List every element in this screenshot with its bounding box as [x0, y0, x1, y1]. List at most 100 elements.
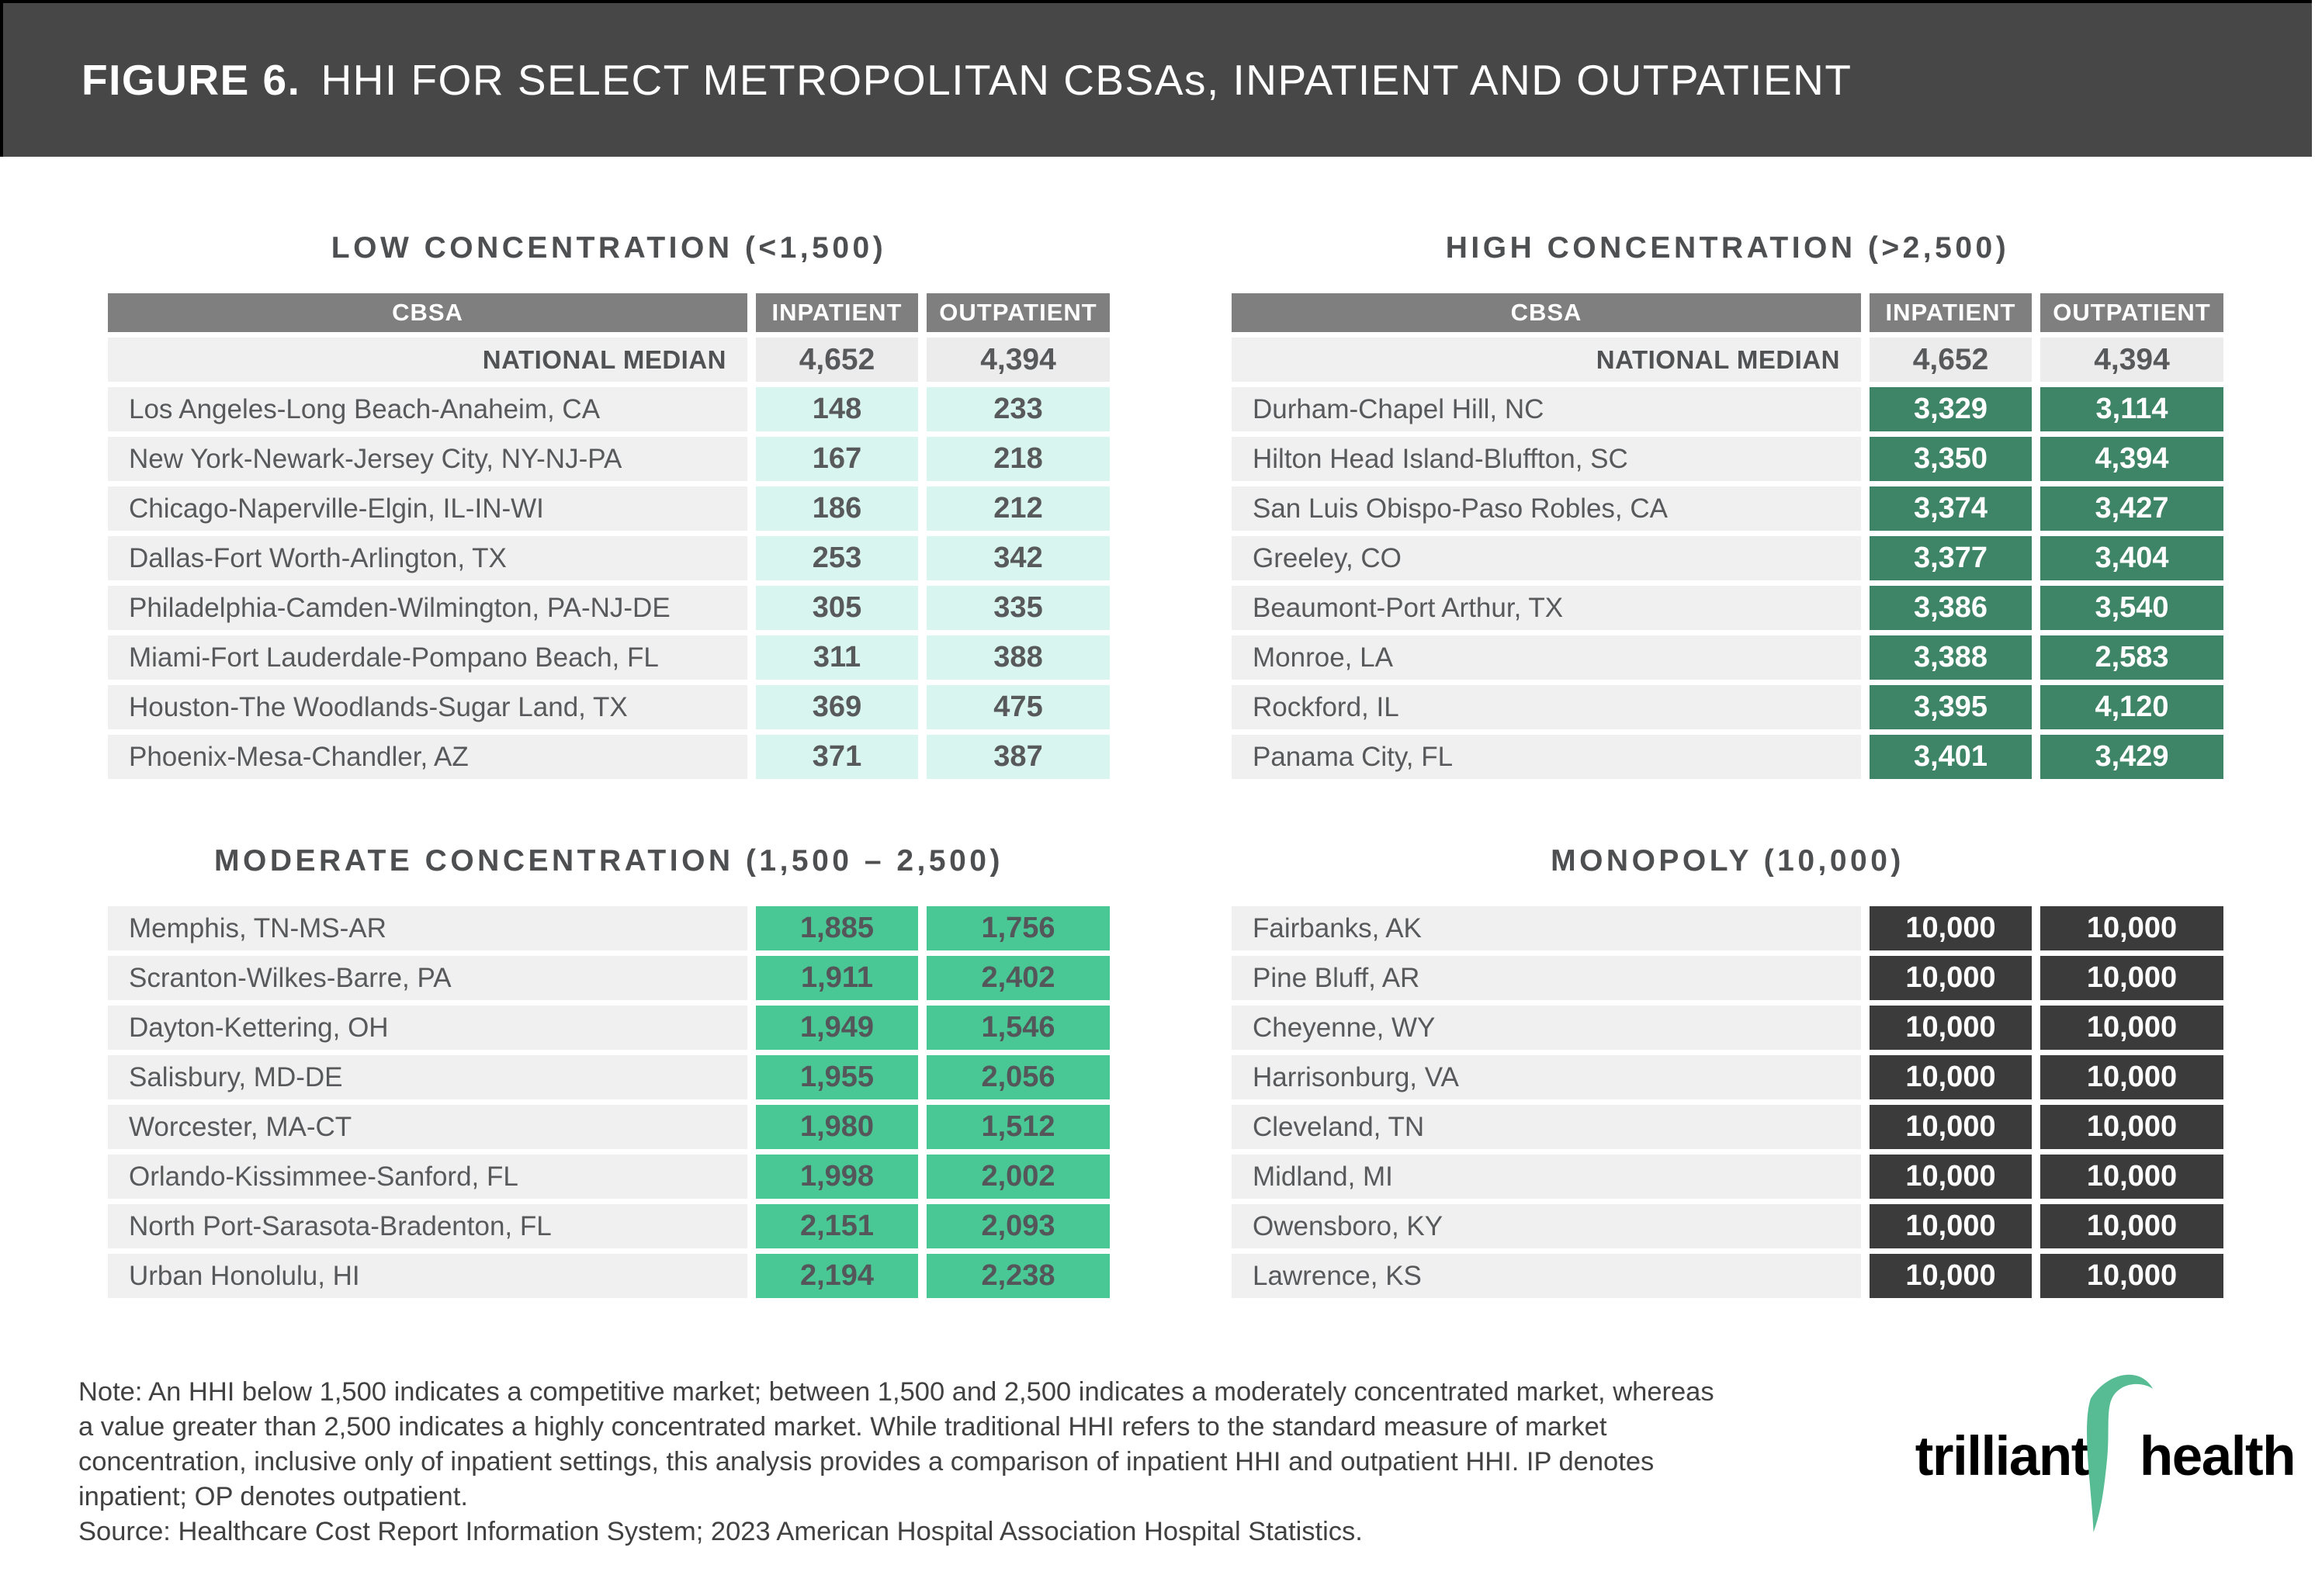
cbsa-cell: Cleveland, TN [1232, 1105, 1861, 1149]
section-title-high: HIGH CONCENTRATION (>2,500) [1445, 231, 2010, 265]
cbsa-cell: Hilton Head Island-Bluffton, SC [1232, 437, 1861, 481]
note-text: Note: An HHI below 1,500 indicates a com… [78, 1377, 1714, 1511]
table-row: Cleveland, TN 10,000 10,000 [1232, 1105, 2223, 1149]
table-row: Cheyenne, WY 10,000 10,000 [1232, 1006, 2223, 1050]
cbsa-cell: Chicago-Naperville-Elgin, IL-IN-WI [108, 486, 747, 531]
outpatient-value-cell: 4,394 [2040, 437, 2223, 481]
outpatient-value-cell: 10,000 [2040, 906, 2223, 950]
outpatient-value-cell: 10,000 [2040, 1006, 2223, 1050]
inpatient-value-cell: 1,980 [756, 1105, 918, 1149]
table-row: Rockford, IL 3,395 4,120 [1232, 685, 2223, 729]
outpatient-median-value: 4,394 [927, 338, 1110, 382]
source-text: Source: Healthcare Cost Report Informati… [78, 1517, 1363, 1546]
cbsa-cell: Houston-The Woodlands-Sugar Land, TX [108, 685, 747, 729]
figure-header-band: FIGURE 6. HHI FOR SELECT METROPOLITAN CB… [0, 0, 2312, 157]
table-row: Midland, MI 10,000 10,000 [1232, 1155, 2223, 1199]
logo-word-trilliant: trilliant [1915, 1425, 2090, 1487]
inpatient-value-cell: 305 [756, 586, 918, 630]
national-median-row: NATIONAL MEDIAN 4,652 4,394 [1232, 338, 2223, 382]
outpatient-value-cell: 388 [927, 635, 1110, 680]
cbsa-cell: Greeley, CO [1232, 536, 1861, 580]
table-row: Los Angeles-Long Beach-Anaheim, CA 148 233 [108, 387, 1110, 431]
section-title-low: LOW CONCENTRATION (<1,500) [331, 231, 887, 265]
inpatient-value-cell: 10,000 [1870, 1155, 2032, 1199]
outpatient-median-value: 4,394 [2040, 338, 2223, 382]
inpatient-value-cell: 10,000 [1870, 956, 2032, 1000]
note-block: Note: An HHI below 1,500 indicates a com… [78, 1375, 1915, 1549]
cbsa-cell: Midland, MI [1232, 1155, 1861, 1199]
outpatient-value-cell: 1,512 [927, 1105, 1110, 1149]
cbsa-cell: Orlando-Kissimmee-Sanford, FL [108, 1155, 747, 1199]
outpatient-value-cell: 475 [927, 685, 1110, 729]
column-header-inpatient: INPATIENT [756, 293, 918, 332]
table-row: Worcester, MA-CT 1,980 1,512 [108, 1105, 1110, 1149]
logo-swoosh-icon [2086, 1374, 2154, 1532]
inpatient-value-cell: 10,000 [1870, 1105, 2032, 1149]
section-low-concentration: LOW CONCENTRATION (<1,500) CBSA INPATIENT… [108, 231, 1110, 779]
outpatient-value-cell: 3,429 [2040, 735, 2223, 779]
figure-label: FIGURE 6. [81, 56, 301, 104]
table-header-row: CBSA INPATIENT OUTPATIENT [1232, 293, 2223, 332]
inpatient-value-cell: 253 [756, 536, 918, 580]
outpatient-value-cell: 2,002 [927, 1155, 1110, 1199]
cbsa-cell: New York-Newark-Jersey City, NY-NJ-PA [108, 437, 747, 481]
table-high-concentration: CBSA INPATIENT OUTPATIENT NATIONAL MEDIAN 4,… [1232, 293, 2223, 779]
cbsa-cell: Memphis, TN-MS-AR [108, 906, 747, 950]
cbsa-cell: Beaumont-Port Arthur, TX [1232, 586, 1861, 630]
table-row: Orlando-Kissimmee-Sanford, FL 1,998 2,002 [108, 1155, 1110, 1199]
cbsa-cell: Urban Honolulu, HI [108, 1254, 747, 1298]
table-header-row: CBSA INPATIENT OUTPATIENT [108, 293, 1110, 332]
section-monopoly: MONOPOLY (10,000) Fairbanks, AK 10,000 10,… [1232, 844, 2223, 1298]
figure-title: HHI FOR SELECT METROPOLITAN CBSAs, INPAT… [321, 56, 1852, 104]
table-row: Scranton-Wilkes-Barre, PA 1,911 2,402 [108, 956, 1110, 1000]
cbsa-cell: Miami-Fort Lauderdale-Pompano Beach, FL [108, 635, 747, 680]
table-row: Beaumont-Port Arthur, TX 3,386 3,540 [1232, 586, 2223, 630]
inpatient-value-cell: 10,000 [1870, 1254, 2032, 1298]
inpatient-value-cell: 148 [756, 387, 918, 431]
table-moderate-concentration: Memphis, TN-MS-AR 1,885 1,756 Scranton-Wilk… [108, 906, 1110, 1298]
cbsa-cell: San Luis Obispo-Paso Robles, CA [1232, 486, 1861, 531]
outpatient-value-cell: 1,546 [927, 1006, 1110, 1050]
table-row: Salisbury, MD-DE 1,955 2,056 [108, 1055, 1110, 1099]
national-median-row: NATIONAL MEDIAN 4,652 4,394 [108, 338, 1110, 382]
inpatient-value-cell: 3,377 [1870, 536, 2032, 580]
table-row: San Luis Obispo-Paso Robles, CA 3,374 3,42… [1232, 486, 2223, 531]
inpatient-value-cell: 186 [756, 486, 918, 531]
cbsa-cell: Panama City, FL [1232, 735, 1861, 779]
outpatient-value-cell: 3,427 [2040, 486, 2223, 531]
cbsa-cell: Salisbury, MD-DE [108, 1055, 747, 1099]
cbsa-cell: Dallas-Fort Worth-Arlington, TX [108, 536, 747, 580]
cbsa-cell: Los Angeles-Long Beach-Anaheim, CA [108, 387, 747, 431]
figure-footer: Note: An HHI below 1,500 indicates a com… [0, 1298, 2315, 1549]
outpatient-value-cell: 1,756 [927, 906, 1110, 950]
cbsa-cell: Lawrence, KS [1232, 1254, 1861, 1298]
section-high-concentration: HIGH CONCENTRATION (>2,500) CBSA INPATIEN… [1232, 231, 2223, 779]
cbsa-cell: Rockford, IL [1232, 685, 1861, 729]
inpatient-value-cell: 3,395 [1870, 685, 2032, 729]
outpatient-value-cell: 3,404 [2040, 536, 2223, 580]
inpatient-value-cell: 2,194 [756, 1254, 918, 1298]
national-median-label: NATIONAL MEDIAN [108, 338, 747, 382]
inpatient-value-cell: 1,955 [756, 1055, 918, 1099]
outpatient-value-cell: 233 [927, 387, 1110, 431]
table-row: Phoenix-Mesa-Chandler, AZ 371 387 [108, 735, 1110, 779]
national-median-label: NATIONAL MEDIAN [1232, 338, 1861, 382]
outpatient-value-cell: 2,238 [927, 1254, 1110, 1298]
table-row: Urban Honolulu, HI 2,194 2,238 [108, 1254, 1110, 1298]
outpatient-value-cell: 4,120 [2040, 685, 2223, 729]
inpatient-value-cell: 3,329 [1870, 387, 2032, 431]
inpatient-value-cell: 371 [756, 735, 918, 779]
table-row: Lawrence, KS 10,000 10,000 [1232, 1254, 2223, 1298]
inpatient-value-cell: 1,911 [756, 956, 918, 1000]
inpatient-median-value: 4,652 [1870, 338, 2032, 382]
outpatient-value-cell: 10,000 [2040, 956, 2223, 1000]
cbsa-cell: Harrisonburg, VA [1232, 1055, 1861, 1099]
column-header-inpatient: INPATIENT [1870, 293, 2032, 332]
table-row: Panama City, FL 3,401 3,429 [1232, 735, 2223, 779]
cbsa-cell: Cheyenne, WY [1232, 1006, 1861, 1050]
table-row: Miami-Fort Lauderdale-Pompano Beach, FL 3… [108, 635, 1110, 680]
outpatient-value-cell: 2,093 [927, 1204, 1110, 1248]
outpatient-value-cell: 387 [927, 735, 1110, 779]
inpatient-value-cell: 1,885 [756, 906, 918, 950]
